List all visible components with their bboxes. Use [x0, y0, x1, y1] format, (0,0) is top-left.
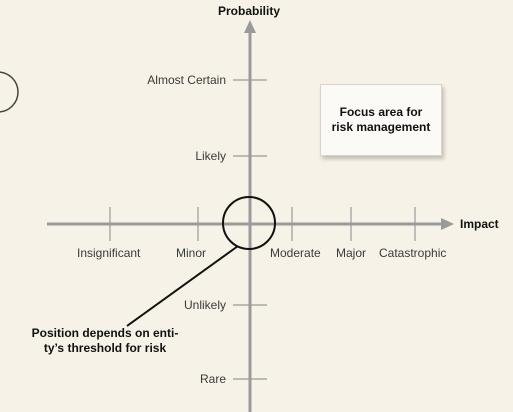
impact-label-catastrophic: Catastrophic — [379, 246, 446, 260]
y-axis-arrowhead — [244, 20, 256, 33]
impact-label-major: Major — [336, 246, 366, 260]
x-axis-title: Impact — [460, 217, 499, 231]
impact-label-moderate: Moderate — [270, 246, 321, 260]
prob-label-almost-certain: Almost Certain — [147, 73, 226, 87]
prob-label-unlikely: Unlikely — [184, 298, 226, 312]
focus-area-box: Focus area for risk management — [320, 84, 442, 156]
impact-label-insignificant: Insignificant — [77, 246, 140, 260]
threshold-note-line-1: Position depends on enti- — [20, 326, 190, 341]
prob-label-rare: Rare — [200, 372, 226, 386]
y-axis-title: Probability — [218, 4, 280, 18]
focus-area-line-1: Focus area for — [332, 105, 431, 120]
focus-area-line-2: risk management — [332, 120, 431, 135]
threshold-note-line-2: ty’s threshold for risk — [20, 341, 190, 356]
cropped-circle-arc — [0, 72, 18, 112]
impact-label-minor: Minor — [176, 246, 206, 260]
threshold-note: Position depends on enti- ty’s threshold… — [20, 326, 190, 356]
x-axis-arrowhead — [441, 218, 454, 230]
prob-label-likely: Likely — [195, 149, 226, 163]
